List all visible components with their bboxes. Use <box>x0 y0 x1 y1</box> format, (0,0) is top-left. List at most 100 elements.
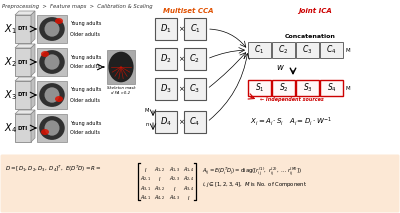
Bar <box>15 81 31 109</box>
Bar <box>320 42 343 58</box>
Ellipse shape <box>39 83 65 107</box>
Text: ×: × <box>178 119 184 125</box>
Ellipse shape <box>44 120 60 136</box>
Text: DTI: DTI <box>18 125 28 131</box>
Polygon shape <box>15 11 35 15</box>
Text: $C_3$: $C_3$ <box>190 83 200 95</box>
Text: $i,j \in [1,2,3,4],\ M\ \mathrm{is\ No.\ of\ Component}$: $i,j \in [1,2,3,4],\ M\ \mathrm{is\ No.\… <box>202 180 307 189</box>
Bar <box>15 114 31 142</box>
Text: DTI: DTI <box>18 92 28 98</box>
Text: Older adults: Older adults <box>70 98 100 102</box>
Text: Young adults: Young adults <box>70 55 101 59</box>
Text: Skeleton mask
d FA >0.2: Skeleton mask d FA >0.2 <box>107 86 135 95</box>
Text: $D_3$: $D_3$ <box>160 83 172 95</box>
Ellipse shape <box>108 52 134 82</box>
Text: Concatenation: Concatenation <box>284 33 336 39</box>
Ellipse shape <box>39 17 65 41</box>
Text: $A_{3,4}$: $A_{3,4}$ <box>183 185 195 193</box>
Text: $A_{3,1}$: $A_{3,1}$ <box>140 185 152 193</box>
Bar <box>15 15 31 43</box>
Polygon shape <box>31 110 35 142</box>
Polygon shape <box>31 11 35 43</box>
Bar <box>155 18 177 40</box>
Polygon shape <box>15 44 35 48</box>
Text: $D_1$: $D_1$ <box>160 23 172 35</box>
Text: $D_2$: $D_2$ <box>160 53 172 65</box>
Bar <box>107 50 135 84</box>
Text: DTI: DTI <box>18 26 28 32</box>
Text: $C_1$: $C_1$ <box>190 23 200 35</box>
Bar <box>184 111 206 133</box>
Text: ×: × <box>178 86 184 92</box>
Text: $A_{1,4}$: $A_{1,4}$ <box>183 166 195 174</box>
Text: $A_{2,4}$: $A_{2,4}$ <box>183 175 195 183</box>
Text: Older adults: Older adults <box>70 32 100 36</box>
Bar <box>37 114 67 142</box>
Text: $A_{3,2}$: $A_{3,2}$ <box>154 185 166 193</box>
Text: $C_4$: $C_4$ <box>189 116 201 128</box>
Text: $C_4$: $C_4$ <box>326 44 337 56</box>
Bar <box>184 48 206 70</box>
Text: ×: × <box>178 26 184 32</box>
Text: Young adults: Young adults <box>70 22 101 26</box>
Text: $I$: $I$ <box>144 166 148 174</box>
Text: $X_3$: $X_3$ <box>4 88 17 102</box>
Text: $C_3$: $C_3$ <box>302 44 313 56</box>
Bar <box>155 78 177 100</box>
Text: n: n <box>146 122 149 128</box>
Text: $I$: $I$ <box>158 175 162 183</box>
Text: ×: × <box>178 56 184 62</box>
Text: $D_4$: $D_4$ <box>160 116 172 128</box>
Bar <box>155 48 177 70</box>
Text: $A_{4,2}$: $A_{4,2}$ <box>154 194 166 202</box>
Bar <box>155 111 177 133</box>
Text: $D = [D_1, D_2, D_3,\ D_4]^T,\ E(D^TD) = R =$: $D = [D_1, D_2, D_3,\ D_4]^T,\ E(D^TD) =… <box>5 164 102 174</box>
Ellipse shape <box>55 18 63 24</box>
Text: $X_4$: $X_4$ <box>4 121 17 135</box>
Ellipse shape <box>44 54 60 70</box>
Bar <box>296 80 319 96</box>
Bar <box>15 48 31 76</box>
Bar <box>37 81 67 109</box>
Bar <box>248 80 271 96</box>
Text: $X_1$: $X_1$ <box>4 22 17 36</box>
Text: $I$: $I$ <box>187 194 191 202</box>
Text: M: M <box>345 47 350 52</box>
Ellipse shape <box>44 87 60 103</box>
Ellipse shape <box>39 50 65 74</box>
Ellipse shape <box>44 21 60 37</box>
Bar <box>37 15 67 43</box>
Text: $C_1$: $C_1$ <box>254 44 264 56</box>
Bar <box>320 80 343 96</box>
Text: Preprocessing  >  Feature maps  >  Calibration & Scaling: Preprocessing > Feature maps > Calibrati… <box>2 4 153 9</box>
Text: $I$: $I$ <box>173 185 177 193</box>
Text: $S_4$: $S_4$ <box>326 82 336 94</box>
Text: $S_1$: $S_1$ <box>255 82 264 94</box>
Polygon shape <box>31 77 35 109</box>
Text: M: M <box>345 85 350 91</box>
Text: $A_{4,1}$: $A_{4,1}$ <box>140 194 152 202</box>
FancyBboxPatch shape <box>0 154 400 213</box>
Ellipse shape <box>41 129 49 135</box>
Bar <box>272 80 295 96</box>
Polygon shape <box>15 110 35 114</box>
Text: Young adults: Young adults <box>70 88 101 92</box>
Ellipse shape <box>41 51 49 57</box>
Text: $w$: $w$ <box>276 62 284 72</box>
Polygon shape <box>15 77 35 81</box>
Text: $A_{ij} = E(D_i^TD_j) = \mathrm{diag}([r^{(1)}_{ij},\ r^{(2)}_{ij},\ \ldots\ r^{: $A_{ij} = E(D_i^TD_j) = \mathrm{diag}([r… <box>202 165 302 178</box>
Text: $X_i = A_i \cdot S_i$   $A_i = D_i \cdot W^{-1}$: $X_i = A_i \cdot S_i$ $A_i = D_i \cdot W… <box>250 116 332 128</box>
Text: $S_3$: $S_3$ <box>302 82 312 94</box>
Text: Joint ICA: Joint ICA <box>298 8 332 14</box>
Text: $S_2$: $S_2$ <box>279 82 288 94</box>
Text: Multiset CCA: Multiset CCA <box>163 8 213 14</box>
Bar <box>37 48 67 76</box>
Text: $A_{1,3}$: $A_{1,3}$ <box>169 166 181 174</box>
Text: ← Independent sources: ← Independent sources <box>260 98 324 102</box>
Bar <box>184 78 206 100</box>
Text: M: M <box>144 108 149 114</box>
Text: $A_{1,2}$: $A_{1,2}$ <box>154 166 166 174</box>
Bar <box>184 18 206 40</box>
Text: $C_2$: $C_2$ <box>190 53 200 65</box>
Text: $A_{2,3}$: $A_{2,3}$ <box>169 175 181 183</box>
